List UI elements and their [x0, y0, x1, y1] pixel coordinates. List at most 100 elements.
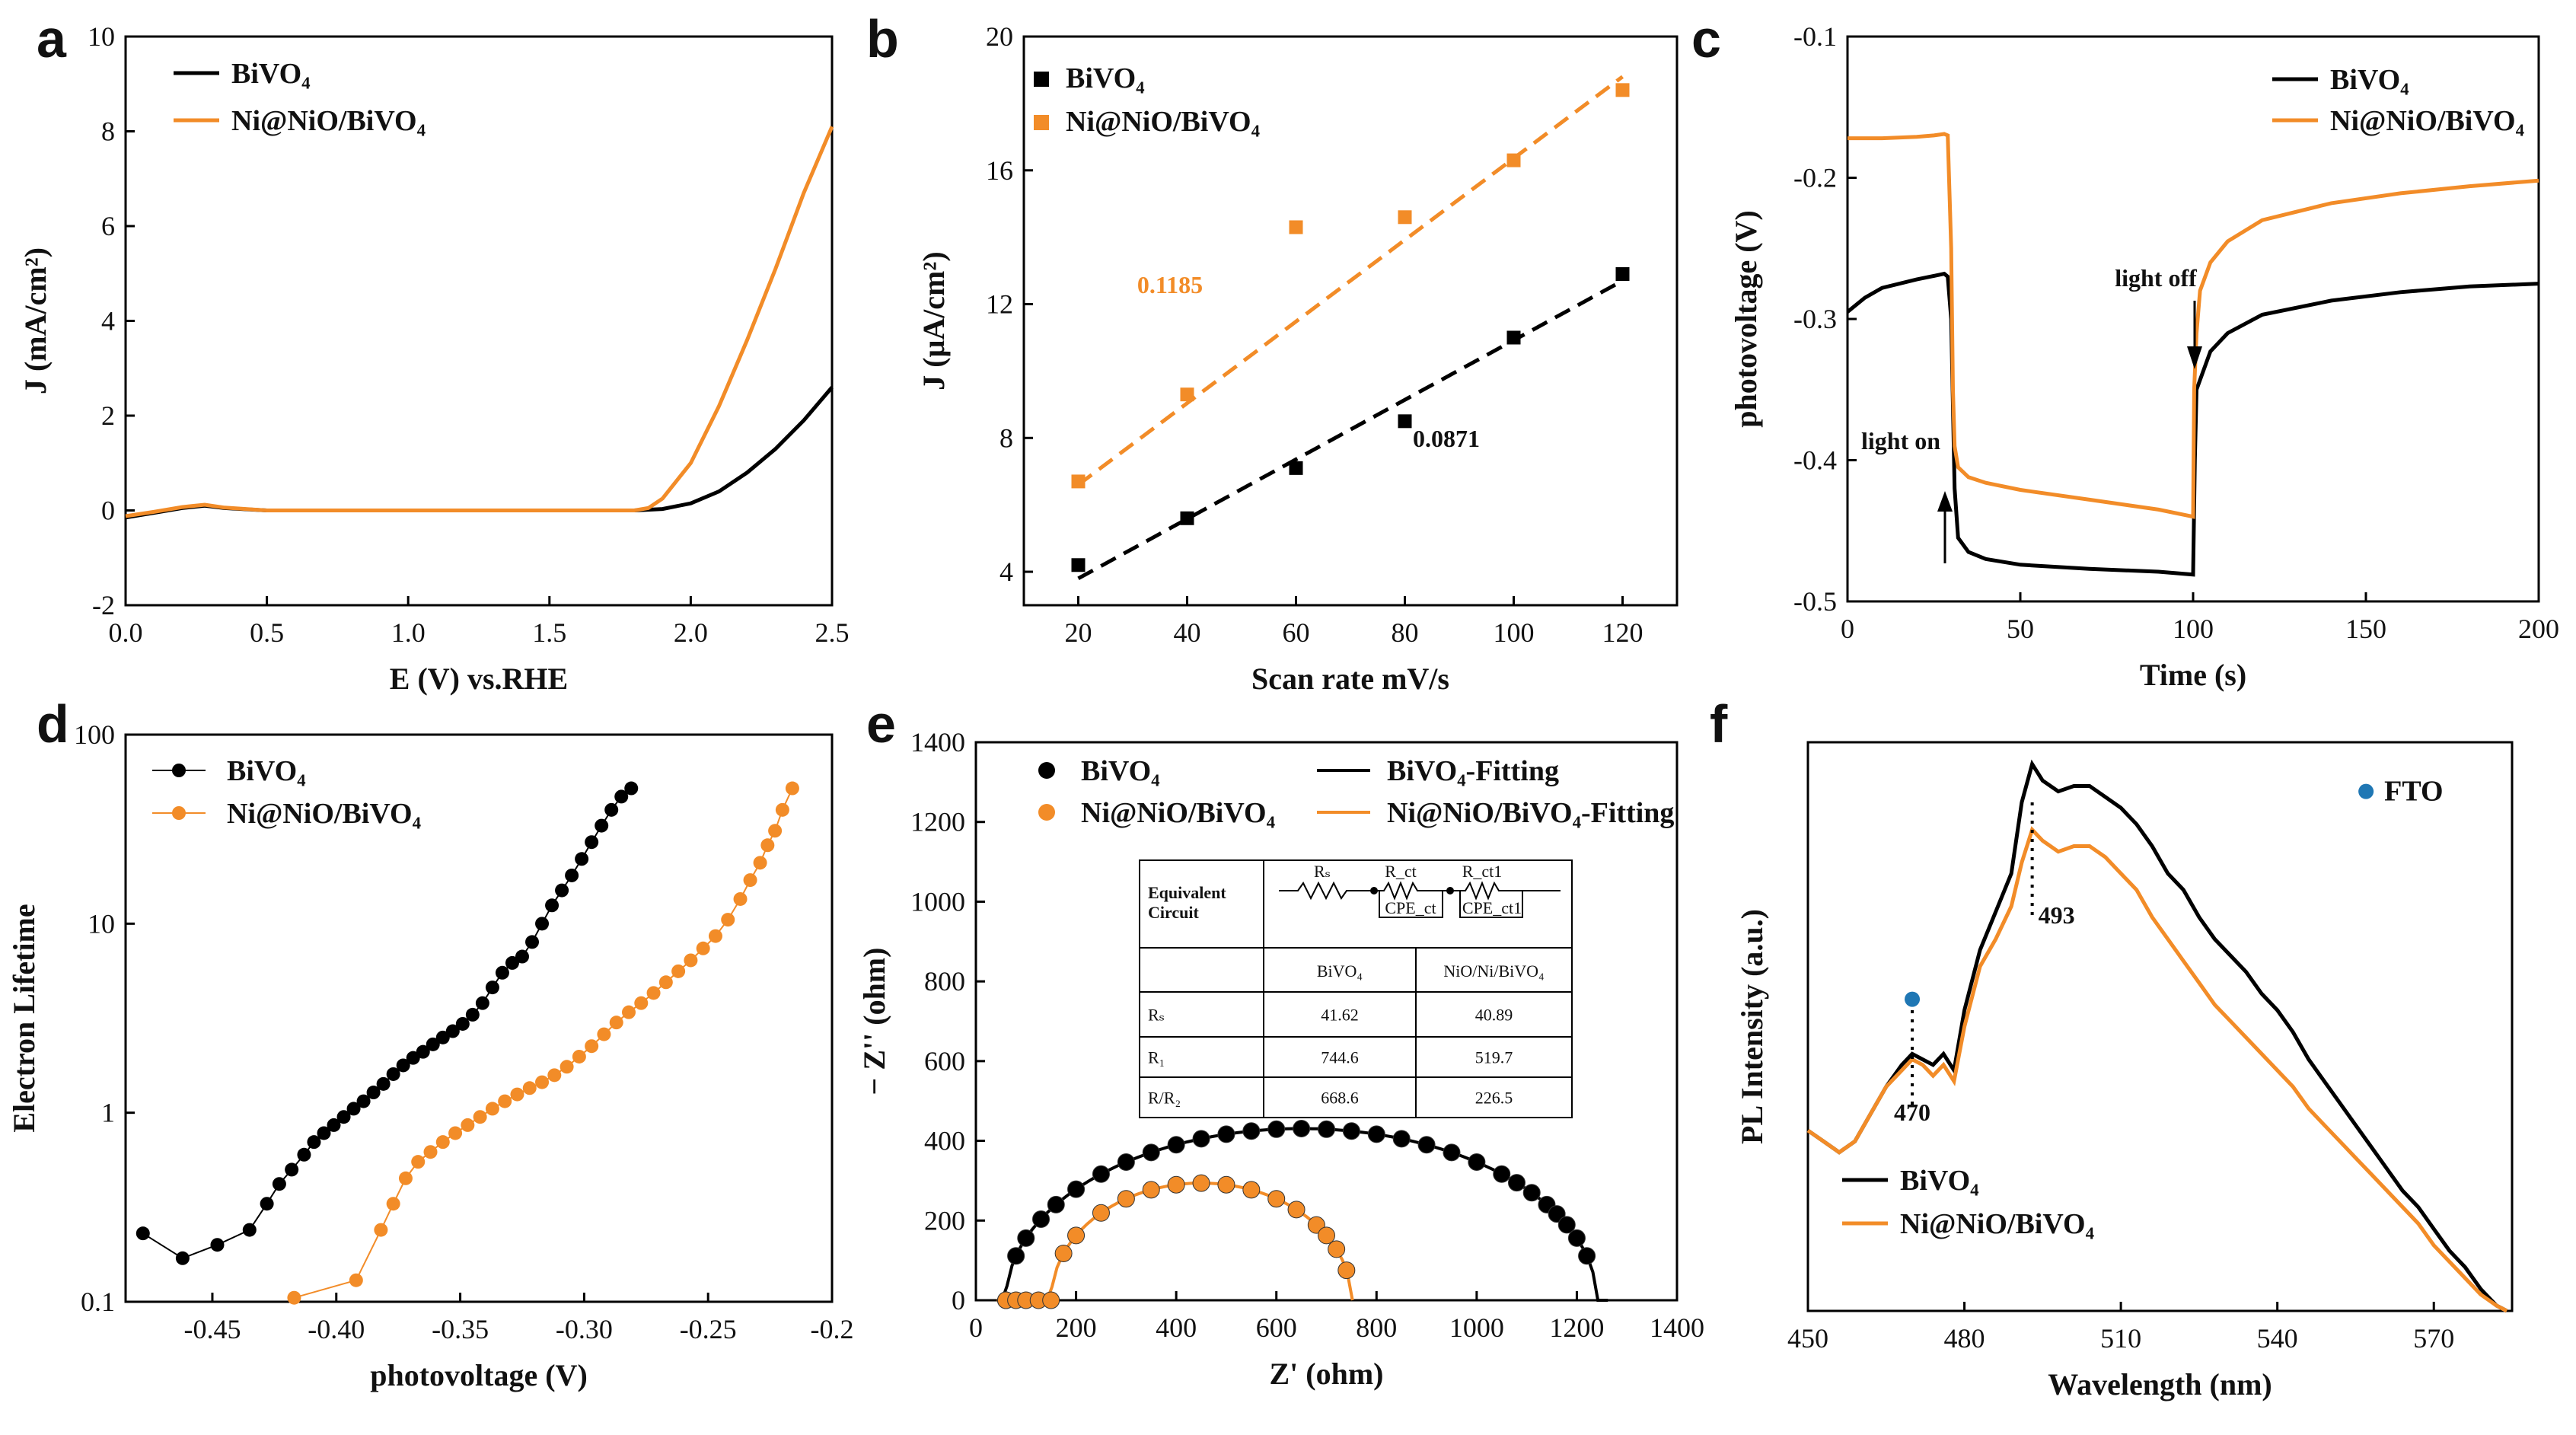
x-tick-label: 600	[1256, 1312, 1297, 1343]
data-point	[242, 1223, 257, 1237]
data-point	[1318, 1226, 1335, 1245]
resistor-rct1	[1450, 881, 1561, 901]
y-tick-label: 4	[999, 556, 1013, 587]
y-tick-label: -2	[92, 590, 115, 620]
table-frame	[1139, 859, 1573, 1118]
fit-line	[1077, 75, 1624, 486]
data-point	[473, 1110, 487, 1124]
series-line-bivo4	[1846, 271, 2539, 577]
data-point	[1392, 1130, 1411, 1148]
data-point	[555, 883, 569, 898]
y-tick-label: 16	[986, 155, 1013, 186]
y-tick-label: 0	[952, 1285, 965, 1315]
data-point	[455, 1016, 470, 1031]
data-point	[547, 1068, 562, 1083]
y-axis-label: photovoltage (V)	[1729, 210, 1763, 428]
data-point	[398, 1171, 413, 1185]
legend-ni-nio-bivo4-label: Ni@NiO/BiVO₄	[1081, 797, 1276, 829]
data-point	[1054, 1244, 1073, 1262]
data-point	[366, 1086, 381, 1100]
data-point	[708, 929, 722, 943]
data-point	[349, 1273, 363, 1287]
y-tick-label: 4	[101, 306, 115, 336]
x-axis-label: Wavelength (nm)	[2048, 1367, 2272, 1402]
data-point	[1007, 1247, 1025, 1265]
data-point	[671, 964, 686, 978]
data-point	[135, 1226, 150, 1241]
x-tick-label: 800	[1356, 1312, 1397, 1343]
data-point	[1293, 1119, 1311, 1137]
table-row-label: Rₛ	[1148, 1006, 1165, 1025]
data-point	[1267, 1190, 1286, 1208]
panel-letter: d	[37, 694, 69, 754]
data-point	[721, 913, 735, 927]
y-tick-label: -0.1	[1793, 21, 1837, 52]
data-point	[336, 1110, 351, 1124]
y-tick-label: -0.5	[1793, 586, 1837, 617]
table-cell: 226.5	[1475, 1089, 1513, 1108]
data-point	[595, 818, 609, 833]
x-tick-label: 100	[1494, 617, 1535, 648]
data-point	[1117, 1190, 1135, 1208]
panel-letter: a	[37, 9, 67, 69]
data-point	[646, 986, 661, 1000]
legend-bivo4-label: BiVO₄	[1900, 1165, 1979, 1197]
data-point	[406, 1051, 420, 1065]
data-point	[1522, 1184, 1541, 1202]
circuit-label-rs: Rₛ	[1314, 862, 1331, 881]
y-axis-label: J (μA/cm²)	[917, 251, 951, 390]
data-point	[1506, 153, 1521, 167]
x-tick-label: 0	[1841, 614, 1854, 644]
resistor-rs	[1279, 881, 1374, 901]
data-point	[535, 917, 550, 931]
data-point	[435, 1030, 450, 1044]
legend-ni-nio-bivo4-label: Ni@NiO/BiVO₄	[1900, 1208, 2095, 1240]
fto-legend-label: FTO	[2384, 776, 2443, 808]
x-tick-label: 0.0	[109, 617, 143, 648]
panel-letter: f	[1710, 694, 1728, 754]
data-point	[272, 1177, 286, 1191]
data-point	[1328, 1240, 1346, 1258]
data-point	[565, 868, 579, 882]
data-point	[1242, 1181, 1261, 1199]
y-tick-label: 12	[986, 289, 1013, 320]
data-point	[785, 781, 799, 796]
data-point	[297, 1147, 311, 1162]
table-cell: 744.6	[1321, 1048, 1359, 1067]
x-tick-label: 80	[1392, 617, 1419, 648]
panel-e: 0 200 400 600 800 1000 1200 1400 0 200 400 600 800 10…	[857, 694, 1704, 1391]
data-point	[1267, 1120, 1286, 1138]
data-point	[1493, 1165, 1511, 1183]
data-point	[1192, 1174, 1210, 1192]
y-tick-label: 1400	[910, 727, 965, 757]
table-row-label: R/R₂	[1148, 1089, 1181, 1108]
table-cell: 40.89	[1475, 1006, 1513, 1025]
data-point	[1417, 1136, 1436, 1154]
x-tick-label: 1400	[1650, 1312, 1704, 1343]
data-point	[585, 835, 599, 850]
legend-ni-nio-bivo4-marker	[1038, 804, 1055, 821]
data-point	[475, 996, 489, 1010]
data-point	[1167, 1136, 1185, 1154]
x-tick-label: 1.0	[391, 617, 426, 648]
cpe-ct-branch	[1379, 891, 1443, 918]
x-tick-label: 1000	[1449, 1312, 1504, 1343]
data-point	[386, 1197, 400, 1211]
x-tick-label: 100	[2173, 614, 2214, 644]
data-point	[461, 1118, 475, 1132]
x-tick-label: 0	[969, 1312, 983, 1343]
data-point	[307, 1135, 321, 1150]
data-point	[515, 949, 529, 964]
table-cell: 519.7	[1475, 1048, 1513, 1067]
data-point	[376, 1076, 391, 1091]
data-point	[684, 953, 698, 968]
x-axis-label: Scan rate mV/s	[1251, 662, 1449, 696]
y-tick-label: 10	[88, 21, 115, 52]
fto-legend-marker	[2358, 783, 2374, 799]
circuit-label-cpect1: CPE_ct1	[1462, 898, 1522, 917]
x-tick-label: -0.45	[183, 1314, 241, 1344]
data-point	[775, 802, 789, 817]
circuit-label-rct1: R_ct1	[1462, 862, 1503, 881]
data-point	[1615, 83, 1630, 97]
legend-bivo4-swatch	[1034, 72, 1049, 87]
